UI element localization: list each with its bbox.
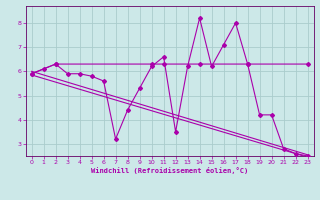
- X-axis label: Windchill (Refroidissement éolien,°C): Windchill (Refroidissement éolien,°C): [91, 167, 248, 174]
